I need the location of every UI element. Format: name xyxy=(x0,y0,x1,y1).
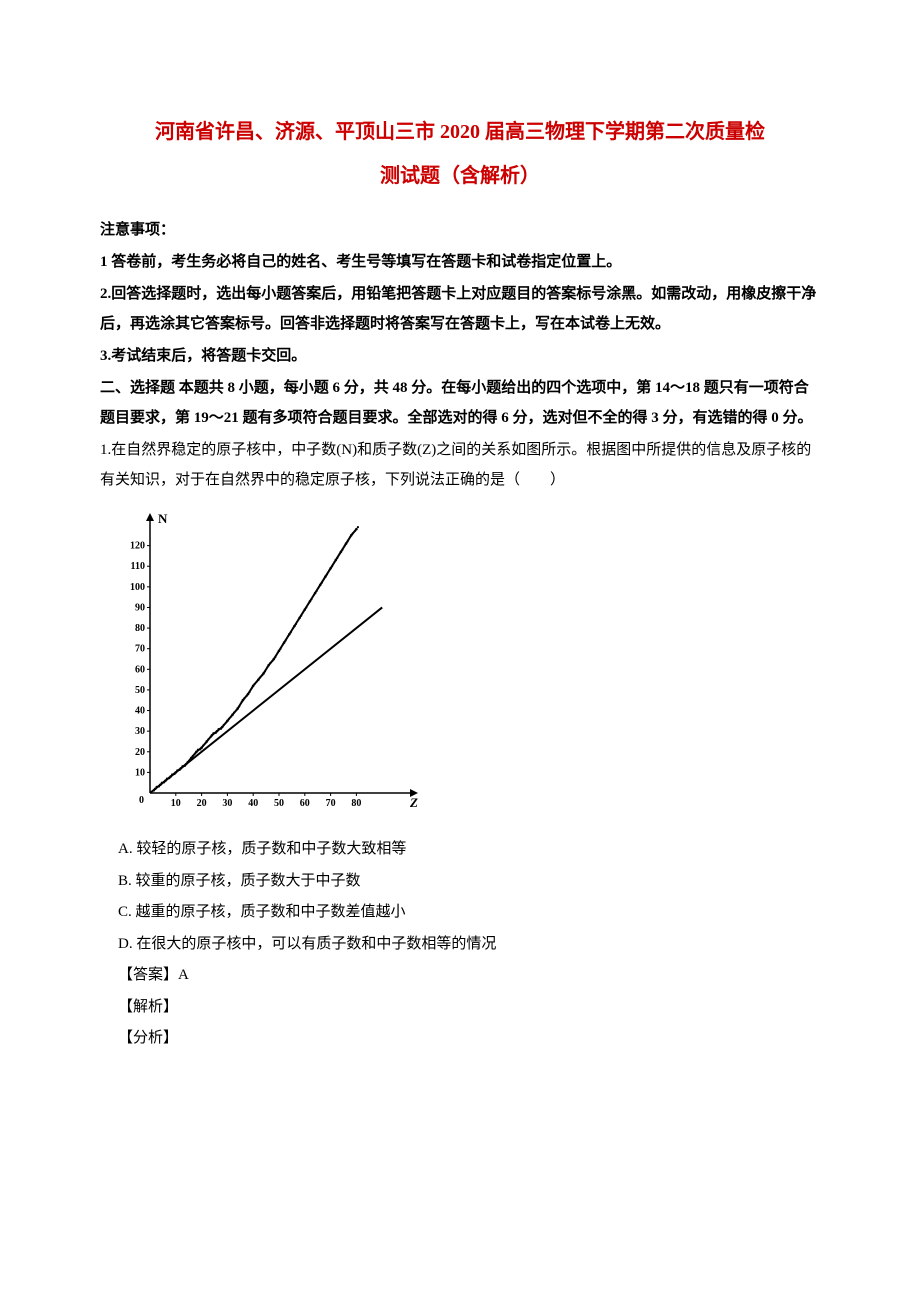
svg-text:30: 30 xyxy=(222,798,232,809)
answer-label: 【答案】A xyxy=(118,960,820,992)
option-c: C. 越重的原子核，质子数和中子数差值越小 xyxy=(118,897,820,929)
svg-text:60: 60 xyxy=(135,664,145,675)
instruction-2: 2.回答选择题时，选出每小题答案后，用铅笔把答题卡上对应题目的答案标号涂黑。如需… xyxy=(100,279,820,339)
svg-text:N: N xyxy=(158,511,168,526)
nz-chart: 0 10 20 30 40 50 60 70 80 90 100 110 120 10 20 30 40 50 60… xyxy=(118,507,820,822)
question-stem: 1.在自然界稳定的原子核中，中子数(N)和质子数(Z)之间的关系如图所示。根据图… xyxy=(100,435,820,495)
title-line-1: 河南省许昌、济源、平顶山三市 2020 届高三物理下学期第二次质量检 xyxy=(100,110,820,154)
svg-text:50: 50 xyxy=(274,798,284,809)
document-title: 河南省许昌、济源、平顶山三市 2020 届高三物理下学期第二次质量检 测试题（含… xyxy=(100,110,820,198)
option-b: B. 较重的原子核，质子数大于中子数 xyxy=(118,866,820,898)
svg-text:50: 50 xyxy=(135,685,145,696)
svg-text:40: 40 xyxy=(248,798,258,809)
analysis-label: 【解析】 xyxy=(118,992,820,1024)
svg-text:60: 60 xyxy=(300,798,310,809)
svg-text:0: 0 xyxy=(139,795,144,806)
svg-text:80: 80 xyxy=(351,798,361,809)
svg-text:100: 100 xyxy=(130,582,145,593)
svg-text:120: 120 xyxy=(130,541,145,552)
svg-text:70: 70 xyxy=(326,798,336,809)
chart-svg: 0 10 20 30 40 50 60 70 80 90 100 110 120 10 20 30 40 50 60… xyxy=(118,507,418,817)
instruction-3: 3.考试结束后，将答题卡交回。 xyxy=(100,341,820,371)
instruction-4: 二、选择题 本题共 8 小题，每小题 6 分，共 48 分。在每小题给出的四个选… xyxy=(100,373,820,433)
svg-text:110: 110 xyxy=(131,561,145,572)
svg-text:20: 20 xyxy=(135,747,145,758)
option-d: D. 在很大的原子核中，可以有质子数和中子数相等的情况 xyxy=(118,929,820,961)
svg-text:20: 20 xyxy=(197,798,207,809)
svg-text:10: 10 xyxy=(135,767,145,778)
instruction-1: 1 答卷前，考生务必将自己的姓名、考生号等填写在答题卡和试卷指定位置上。 xyxy=(100,247,820,277)
svg-text:Z: Z xyxy=(409,795,418,810)
svg-text:10: 10 xyxy=(171,798,181,809)
svg-text:40: 40 xyxy=(135,706,145,717)
svg-text:80: 80 xyxy=(135,623,145,634)
svg-text:90: 90 xyxy=(135,602,145,613)
title-line-2: 测试题（含解析） xyxy=(100,154,820,198)
svg-text:70: 70 xyxy=(135,644,145,655)
discuss-label: 【分析】 xyxy=(118,1023,820,1055)
option-a: A. 较轻的原子核，质子数和中子数大致相等 xyxy=(118,834,820,866)
svg-text:30: 30 xyxy=(135,726,145,737)
notice-heading: 注意事项： xyxy=(100,218,820,239)
